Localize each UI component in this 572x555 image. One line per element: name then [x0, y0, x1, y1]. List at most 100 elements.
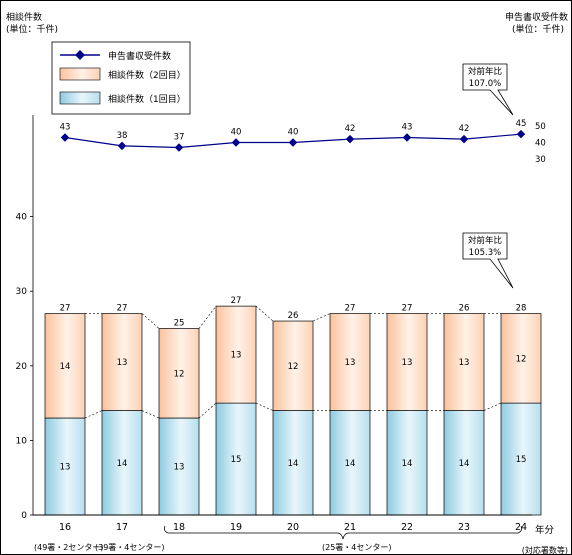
footnote-16: (49署・2センター)	[34, 543, 104, 552]
x-tick-label: 22	[401, 522, 413, 533]
x-tick-label: 23	[458, 522, 470, 533]
line-marker	[516, 129, 526, 139]
bar-series2	[158, 328, 200, 419]
footnote-17: (39署・4センター)	[95, 543, 165, 552]
bar-total-label: 28	[516, 304, 527, 314]
bar-series1	[158, 417, 200, 516]
left-tick-label: 10	[16, 436, 28, 446]
bar-total-label: 27	[60, 304, 71, 314]
bar-series2	[44, 313, 86, 419]
bar-labels: 13 14 27 14 13 27 13 12 25 15 13 27 14 12 26 14 13 27 14 13…	[60, 296, 527, 472]
bar-series1	[101, 410, 143, 516]
bar-series2	[272, 320, 314, 411]
line-marker	[288, 138, 298, 147]
bar-series1-label: 13	[174, 463, 185, 473]
bar-connectors	[84, 305, 502, 419]
left-axis-title-line1: 相談件数	[6, 11, 42, 23]
footnote-right: (対応署数等)	[522, 545, 568, 555]
line-value-label: 40	[288, 128, 299, 138]
line-marker	[174, 143, 184, 152]
bar-series2-label: 14	[60, 362, 71, 372]
connector-series1	[255, 402, 274, 411]
legend: 申告書収受件数 相談件数（2回目） 相談件数（1回目）	[51, 41, 191, 115]
legend-line-label: 申告書収受件数	[108, 50, 171, 62]
bar-total-label: 27	[345, 304, 356, 314]
line-marker	[402, 133, 412, 142]
right-tick-label: 30	[535, 155, 546, 165]
bar-series2	[443, 313, 485, 411]
bar-series2	[329, 313, 371, 411]
line-value-label: 43	[402, 122, 413, 132]
left-tick-label: 0	[21, 511, 27, 521]
bar-total-label: 26	[288, 311, 299, 321]
connector-series2	[255, 305, 274, 322]
bar-series1-label: 15	[231, 455, 242, 465]
bar-series1-label: 14	[288, 459, 299, 469]
bar-series2-label: 12	[516, 354, 527, 364]
bar-series1	[215, 402, 257, 516]
bar-series2	[215, 305, 257, 404]
connector-series2	[312, 313, 331, 322]
x-tick-label: 20	[287, 522, 299, 533]
connector-series2	[141, 313, 160, 329]
footnote-18-24: (25署・4センター)	[322, 543, 392, 552]
bar-series1-label: 13	[60, 463, 71, 473]
right-axis: 30 40 50	[535, 122, 546, 165]
connector-series1	[198, 402, 217, 419]
legend-series1-label: 相談件数（1回目）	[108, 93, 186, 105]
legend-series2-label: 相談件数（2回目）	[108, 69, 186, 81]
line-marker	[117, 141, 127, 151]
line-value-label: 40	[231, 128, 242, 138]
x-tick-label: 24	[515, 522, 527, 533]
x-tick-label: 18	[173, 522, 185, 533]
annotation-bar-value: 105.3%	[469, 248, 501, 258]
x-tick-label: 19	[230, 522, 242, 533]
line-value-label: 37	[174, 133, 185, 143]
line-marker	[231, 138, 241, 147]
annotation-line-label: 対前年比	[468, 66, 502, 77]
line-value-label: 45	[516, 119, 527, 129]
group-bracket	[164, 525, 522, 540]
bar-series1-label: 14	[402, 459, 413, 469]
right-axis-title-line2: (単位：千件)	[512, 23, 564, 35]
left-tick-label: 40	[16, 213, 28, 223]
annotation-line-callout	[462, 63, 514, 116]
x-axis-unit: 年分	[535, 524, 555, 536]
bar-series1-label: 15	[516, 455, 527, 465]
connector-series2	[198, 305, 217, 329]
bar-total-label: 27	[231, 296, 242, 306]
x-axis: 16 17 18 19 20 21 22 23 24	[33, 514, 532, 533]
line-value-label: 42	[459, 124, 470, 134]
right-axis-title-line1: 申告書収受件数	[505, 11, 568, 23]
bar-total-label: 27	[117, 304, 128, 314]
legend-series2-swatch	[59, 67, 101, 81]
line-value-label: 42	[345, 124, 356, 134]
connector-series1	[84, 410, 103, 419]
bar-series1	[329, 410, 371, 516]
bar-series2-label: 12	[288, 362, 299, 372]
x-tick-label: 21	[344, 522, 356, 533]
bar-series1-label: 14	[459, 459, 470, 469]
bar-series2-label: 13	[402, 358, 413, 368]
annotation-bar-label: 対前年比	[468, 235, 502, 246]
connector-series1	[483, 402, 502, 411]
line-marker	[459, 134, 469, 144]
bars	[44, 305, 542, 516]
bar-total-label: 25	[174, 319, 185, 329]
bar-series2-label: 12	[174, 369, 185, 379]
legend-series1-swatch	[59, 91, 101, 105]
annotation-line-value: 107.0%	[469, 79, 501, 89]
bar-series1-label: 14	[117, 459, 128, 469]
bar-series1-label: 14	[345, 459, 356, 469]
bar-total-label: 27	[402, 304, 413, 314]
bar-series2	[101, 313, 143, 411]
bar-series2	[500, 313, 542, 404]
annotation-line: 対前年比 107.0%	[462, 63, 514, 116]
annotation-bar-callout	[462, 232, 514, 289]
line-marker	[60, 133, 70, 142]
annotation-bar: 対前年比 105.3%	[462, 232, 514, 289]
bar-series2-label: 13	[459, 358, 470, 368]
bar-series2	[386, 313, 428, 411]
x-tick-label: 16	[59, 522, 71, 533]
left-tick-label: 20	[16, 362, 28, 372]
